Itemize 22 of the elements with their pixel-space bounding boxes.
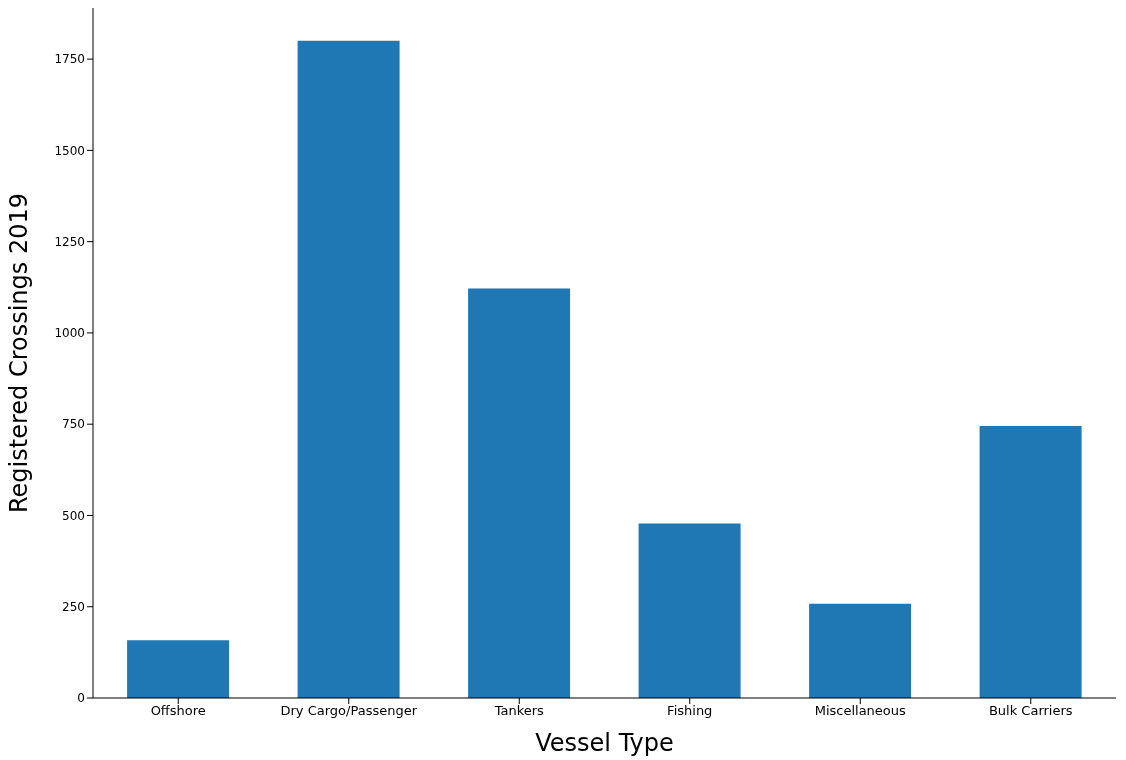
x-tick-label: Bulk Carriers bbox=[988, 703, 1073, 719]
x-axis-title: Vessel Type bbox=[535, 729, 674, 757]
bar bbox=[979, 426, 1082, 698]
y-tick-label: 500 bbox=[62, 508, 85, 523]
bar bbox=[638, 523, 741, 698]
x-tick-label: Tankers bbox=[493, 703, 545, 719]
y-tick-label: 1750 bbox=[54, 52, 85, 67]
y-tick-label: 0 bbox=[77, 691, 85, 706]
y-tick-label: 750 bbox=[62, 417, 85, 432]
y-tick-label: 1000 bbox=[54, 326, 85, 341]
bar bbox=[468, 288, 571, 698]
y-tick-label: 250 bbox=[62, 599, 85, 614]
bar bbox=[297, 40, 400, 698]
bar bbox=[127, 640, 230, 698]
y-tick-label: 1250 bbox=[54, 234, 85, 249]
y-tick-label: 1500 bbox=[54, 143, 85, 158]
y-axis-title: Registered Crossings 2019 bbox=[4, 192, 33, 514]
bar bbox=[809, 603, 912, 698]
x-tick-label: Fishing bbox=[667, 703, 713, 719]
x-tick-label: Miscellaneous bbox=[814, 703, 907, 719]
x-tick-label: Dry Cargo/Passenger bbox=[280, 703, 418, 719]
x-tick-label: Offshore bbox=[150, 703, 206, 719]
